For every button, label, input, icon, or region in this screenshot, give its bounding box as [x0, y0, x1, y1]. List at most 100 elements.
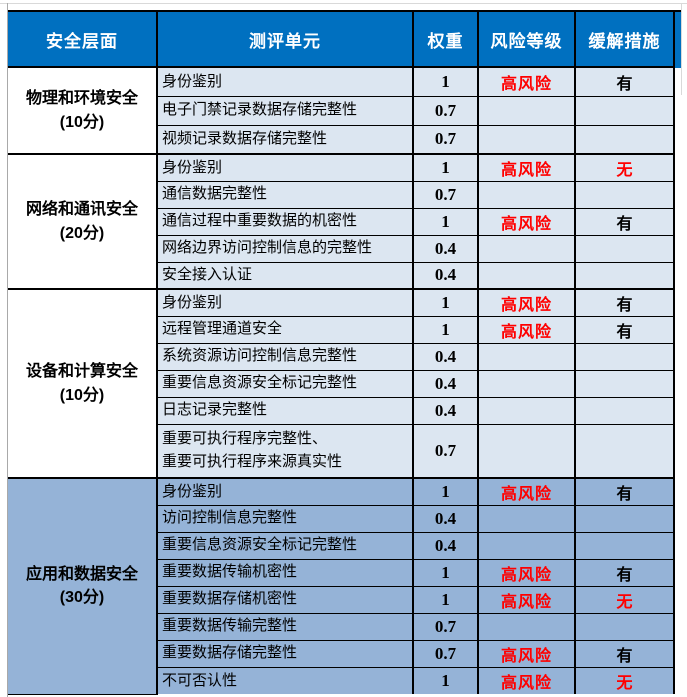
table-row: 远程管理通道安全 1 高风险有 [8, 315, 675, 344]
assessment-unit-cell: 重要可执行程序完整性、 重要可执行程序来源真实性 [156, 423, 414, 479]
table-row: 重要信息资源安全标记完整性 0.4 [8, 369, 675, 398]
layer-name: 物理和环境安全 [25, 90, 138, 108]
risk-level-cell: 高风险 [477, 288, 576, 317]
weight-cell: 0.4 [412, 369, 479, 398]
risk-level-cell: 高风险 [477, 315, 576, 344]
assessment-unit-cell: 网络边界访问控制信息的完整性 [156, 234, 414, 263]
mitigation-cell: 有 [574, 288, 675, 317]
table-row: 不可否认性 1 高风险无 [8, 666, 675, 694]
layer-score: (30分) [59, 589, 105, 607]
assessment-unit-cell: 身份鉴别 [156, 66, 414, 97]
gridline-left [7, 3, 8, 697]
weight-cell: 1 [412, 666, 479, 694]
assessment-unit-cell: 系统资源访问控制信息完整性 [156, 342, 414, 371]
column-header-3: 风险等级 [477, 10, 576, 68]
mitigation-cell [574, 531, 675, 560]
table-header: 安全层面 测评单元 权重 风险等级 缓解措施 [8, 10, 675, 68]
risk-level-cell: 高风险 [477, 666, 576, 694]
assessment-unit-cell: 重要数据存储机密性 [156, 585, 414, 614]
risk-level-cell [477, 504, 576, 533]
table-row: 网络和通讯安全 (20分) 身份鉴别 1 高风险无 [8, 153, 675, 290]
table-row: 安全接入认证 0.4 [8, 261, 675, 290]
risk-level-cell: 高风险 [477, 153, 576, 182]
risk-level-cell: 高风险 [477, 558, 576, 587]
weight-cell: 0.7 [412, 180, 479, 209]
weight-cell: 1 [412, 585, 479, 614]
assessment-unit-cell: 访问控制信息完整性 [156, 504, 414, 533]
layer-score: (10分) [59, 386, 105, 404]
unit-line-1: 重要可执行程序完整性、 [162, 430, 328, 448]
weight-cell: 1 [412, 558, 479, 587]
weight-cell: 1 [412, 66, 479, 97]
weight-cell: 0.4 [412, 504, 479, 533]
weight-cell: 0.4 [412, 234, 479, 263]
risk-level-cell [477, 342, 576, 371]
column-header-0: 安全层面 [8, 10, 158, 68]
mitigation-cell: 有 [574, 639, 675, 668]
weight-cell: 0.4 [412, 396, 479, 425]
layer-name: 设备和计算安全 [25, 363, 138, 381]
table-row: 物理和环境安全 (10分) 身份鉴别 1 高风险有 [8, 66, 675, 155]
weight-cell: 0.7 [412, 639, 479, 668]
mitigation-cell [574, 95, 675, 126]
weight-cell: 1 [412, 207, 479, 236]
assessment-unit-cell: 重要信息资源安全标记完整性 [156, 531, 414, 560]
mitigation-cell [574, 612, 675, 641]
risk-level-cell: 高风险 [477, 207, 576, 236]
mitigation-cell [574, 261, 675, 290]
assessment-unit-cell: 身份鉴别 [156, 288, 414, 317]
risk-level-cell [477, 261, 576, 290]
header-row: 安全层面 测评单元 权重 风险等级 缓解措施 [8, 10, 675, 68]
assessment-unit-cell: 安全接入认证 [156, 261, 414, 290]
table-row: 重要数据存储机密性 1 高风险无 [8, 585, 675, 614]
mitigation-cell: 有 [574, 558, 675, 587]
weight-cell: 0.4 [412, 261, 479, 290]
mitigation-cell [574, 180, 675, 209]
assessment-unit-cell: 身份鉴别 [156, 477, 414, 506]
mitigation-cell [574, 396, 675, 425]
table-row: 访问控制信息完整性 0.4 [8, 504, 675, 533]
risk-level-cell: 高风险 [477, 477, 576, 506]
risk-level-cell [477, 95, 576, 126]
table-row: 通信过程中重要数据的机密性 1 高风险有 [8, 207, 675, 236]
risk-level-cell [477, 369, 576, 398]
column-header-1: 测评单元 [156, 10, 414, 68]
mitigation-cell: 有 [574, 477, 675, 506]
assessment-unit-cell: 远程管理通道安全 [156, 315, 414, 344]
assessment-unit-cell: 通信数据完整性 [156, 180, 414, 209]
assessment-unit-cell: 重要数据传输完整性 [156, 612, 414, 641]
security-layer-cell: 应用和数据安全 (30分) [8, 477, 158, 695]
unit-line-2: 重要可执行程序来源真实性 [162, 452, 343, 470]
assessment-unit-cell: 身份鉴别 [156, 153, 414, 182]
assessment-unit-cell: 视频记录数据存储完整性 [156, 124, 414, 155]
risk-level-cell [477, 180, 576, 209]
weight-cell: 1 [412, 315, 479, 344]
risk-level-cell [477, 612, 576, 641]
table-row: 日志记录完整性 0.4 [8, 396, 675, 425]
weight-cell: 0.7 [412, 423, 479, 479]
weight-cell: 0.4 [412, 531, 479, 560]
weight-cell: 1 [412, 477, 479, 506]
table-row: 视频记录数据存储完整性 0.7 [8, 124, 675, 155]
table-row: 重要可执行程序完整性、 重要可执行程序来源真实性 0.7 [8, 423, 675, 479]
mitigation-cell: 无 [574, 666, 675, 694]
table-row: 重要数据传输机密性 1 高风险有 [8, 558, 675, 587]
mitigation-cell [574, 124, 675, 155]
layer-score: (10分) [59, 113, 105, 131]
risk-level-cell [477, 234, 576, 263]
security-layer-cell: 网络和通讯安全 (20分) [8, 153, 158, 290]
weight-cell: 1 [412, 153, 479, 182]
column-header-4: 缓解措施 [574, 10, 675, 68]
risk-level-cell [477, 124, 576, 155]
risk-level-cell [477, 423, 576, 479]
mitigation-cell: 有 [574, 207, 675, 236]
security-layer-cell: 设备和计算安全 (10分) [8, 288, 158, 479]
table-row: 电子门禁记录数据存储完整性 0.7 [8, 95, 675, 126]
mitigation-cell [574, 342, 675, 371]
table-body: 物理和环境安全 (10分) 身份鉴别 1 高风险有电子门禁记录数据存储完整性 0.7 视频记… [8, 66, 675, 695]
mitigation-cell: 有 [574, 315, 675, 344]
assessment-unit-cell: 重要数据传输机密性 [156, 558, 414, 587]
mitigation-cell: 无 [574, 585, 675, 614]
table-row: 设备和计算安全 (10分) 身份鉴别 1 高风险有 [8, 288, 675, 479]
mitigation-cell [574, 369, 675, 398]
